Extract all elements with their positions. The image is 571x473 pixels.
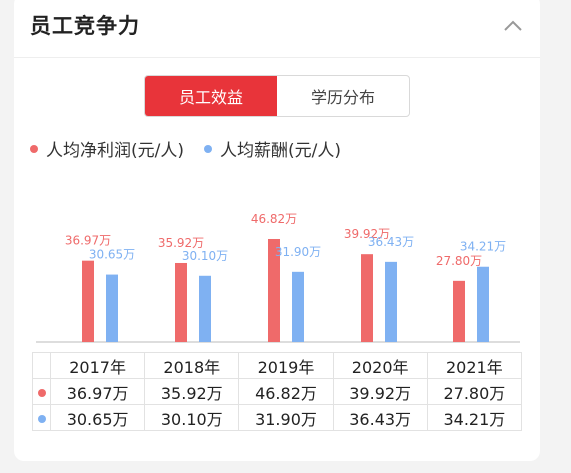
tab-employee-benefit[interactable]: 员工效益 [145,76,277,116]
table-header-row: 2017年 2018年 2019年 2020年 2021年 [32,352,523,379]
bar-profit-2017年[interactable] [82,260,94,342]
table-cell: 39.92万 [332,378,428,405]
bar-profit-2018年[interactable] [175,262,187,342]
table-cell: 31.90万 [238,404,334,431]
bar-profit-2020年[interactable] [361,254,373,342]
table-cell: 46.82万 [238,378,334,405]
bar-profit-2019年[interactable] [268,238,280,342]
data-label: 39.92万 [344,227,390,241]
divider [14,57,540,58]
table-cell: 36.97万 [49,378,146,405]
table-header-cell: 2019年 [238,352,334,379]
data-label: 36.97万 [65,234,111,248]
table-cell: 35.92万 [144,378,240,405]
row-dot-salary [37,415,46,423]
tab-education-distribution[interactable]: 学历分布 [310,88,375,107]
data-label: 27.80万 [436,254,482,268]
data-label: 30.10万 [182,249,228,263]
table-cell: 30.10万 [144,404,240,431]
bar-salary-2021年[interactable] [477,266,489,342]
data-table: 2017年 2018年 2019年 2020年 2021年 36.97万 35.… [32,352,523,431]
chevron-up-icon[interactable] [503,18,523,32]
table-cell: 30.65万 [49,404,146,431]
data-label: 30.65万 [89,248,135,262]
bar-salary-2017年[interactable] [106,274,118,342]
table-row: 36.97万 35.92万 46.82万 39.92万 27.80万 [32,378,523,405]
table-cell: 34.21万 [426,404,523,431]
data-label: 31.90万 [275,245,321,259]
legend-dot-profit [30,144,38,153]
legend-label-salary: 人均薪酬(元/人) [220,141,341,161]
table-row: 30.65万 30.10万 31.90万 36.43万 34.21万 [32,404,523,431]
legend-dot-salary [204,144,212,153]
chart-legend: 人均净利润(元/人) 人均薪酬(元/人) [30,136,341,161]
table-header-cell: 2017年 [49,352,146,379]
data-label: 35.92万 [158,236,204,250]
legend-label-profit: 人均净利润(元/人) [46,141,184,161]
table-cell: 36.43万 [332,404,428,431]
bar-profit-2021年[interactable] [453,280,465,342]
tab-switcher: 员工效益 学历分布 [144,75,410,117]
table-header-cell: 2018年 [144,352,240,379]
data-label: 36.43万 [368,235,414,249]
page-edge [540,0,571,473]
legend-item-profit[interactable]: 人均净利润(元/人) [30,136,184,161]
data-label: 46.82万 [251,212,297,226]
bar-salary-2018年[interactable] [199,275,211,342]
bar-salary-2020年[interactable] [385,261,397,342]
bar-salary-2019年[interactable] [292,271,304,342]
card-title: 员工竞争力 [30,14,140,38]
table-header-cell: 2021年 [426,352,523,379]
data-label: 34.21万 [460,240,506,254]
table-header-cell: 2020年 [332,352,428,379]
row-dot-profit [37,389,46,397]
table-cell: 27.80万 [426,378,523,405]
legend-item-salary[interactable]: 人均薪酬(元/人) [204,136,341,161]
